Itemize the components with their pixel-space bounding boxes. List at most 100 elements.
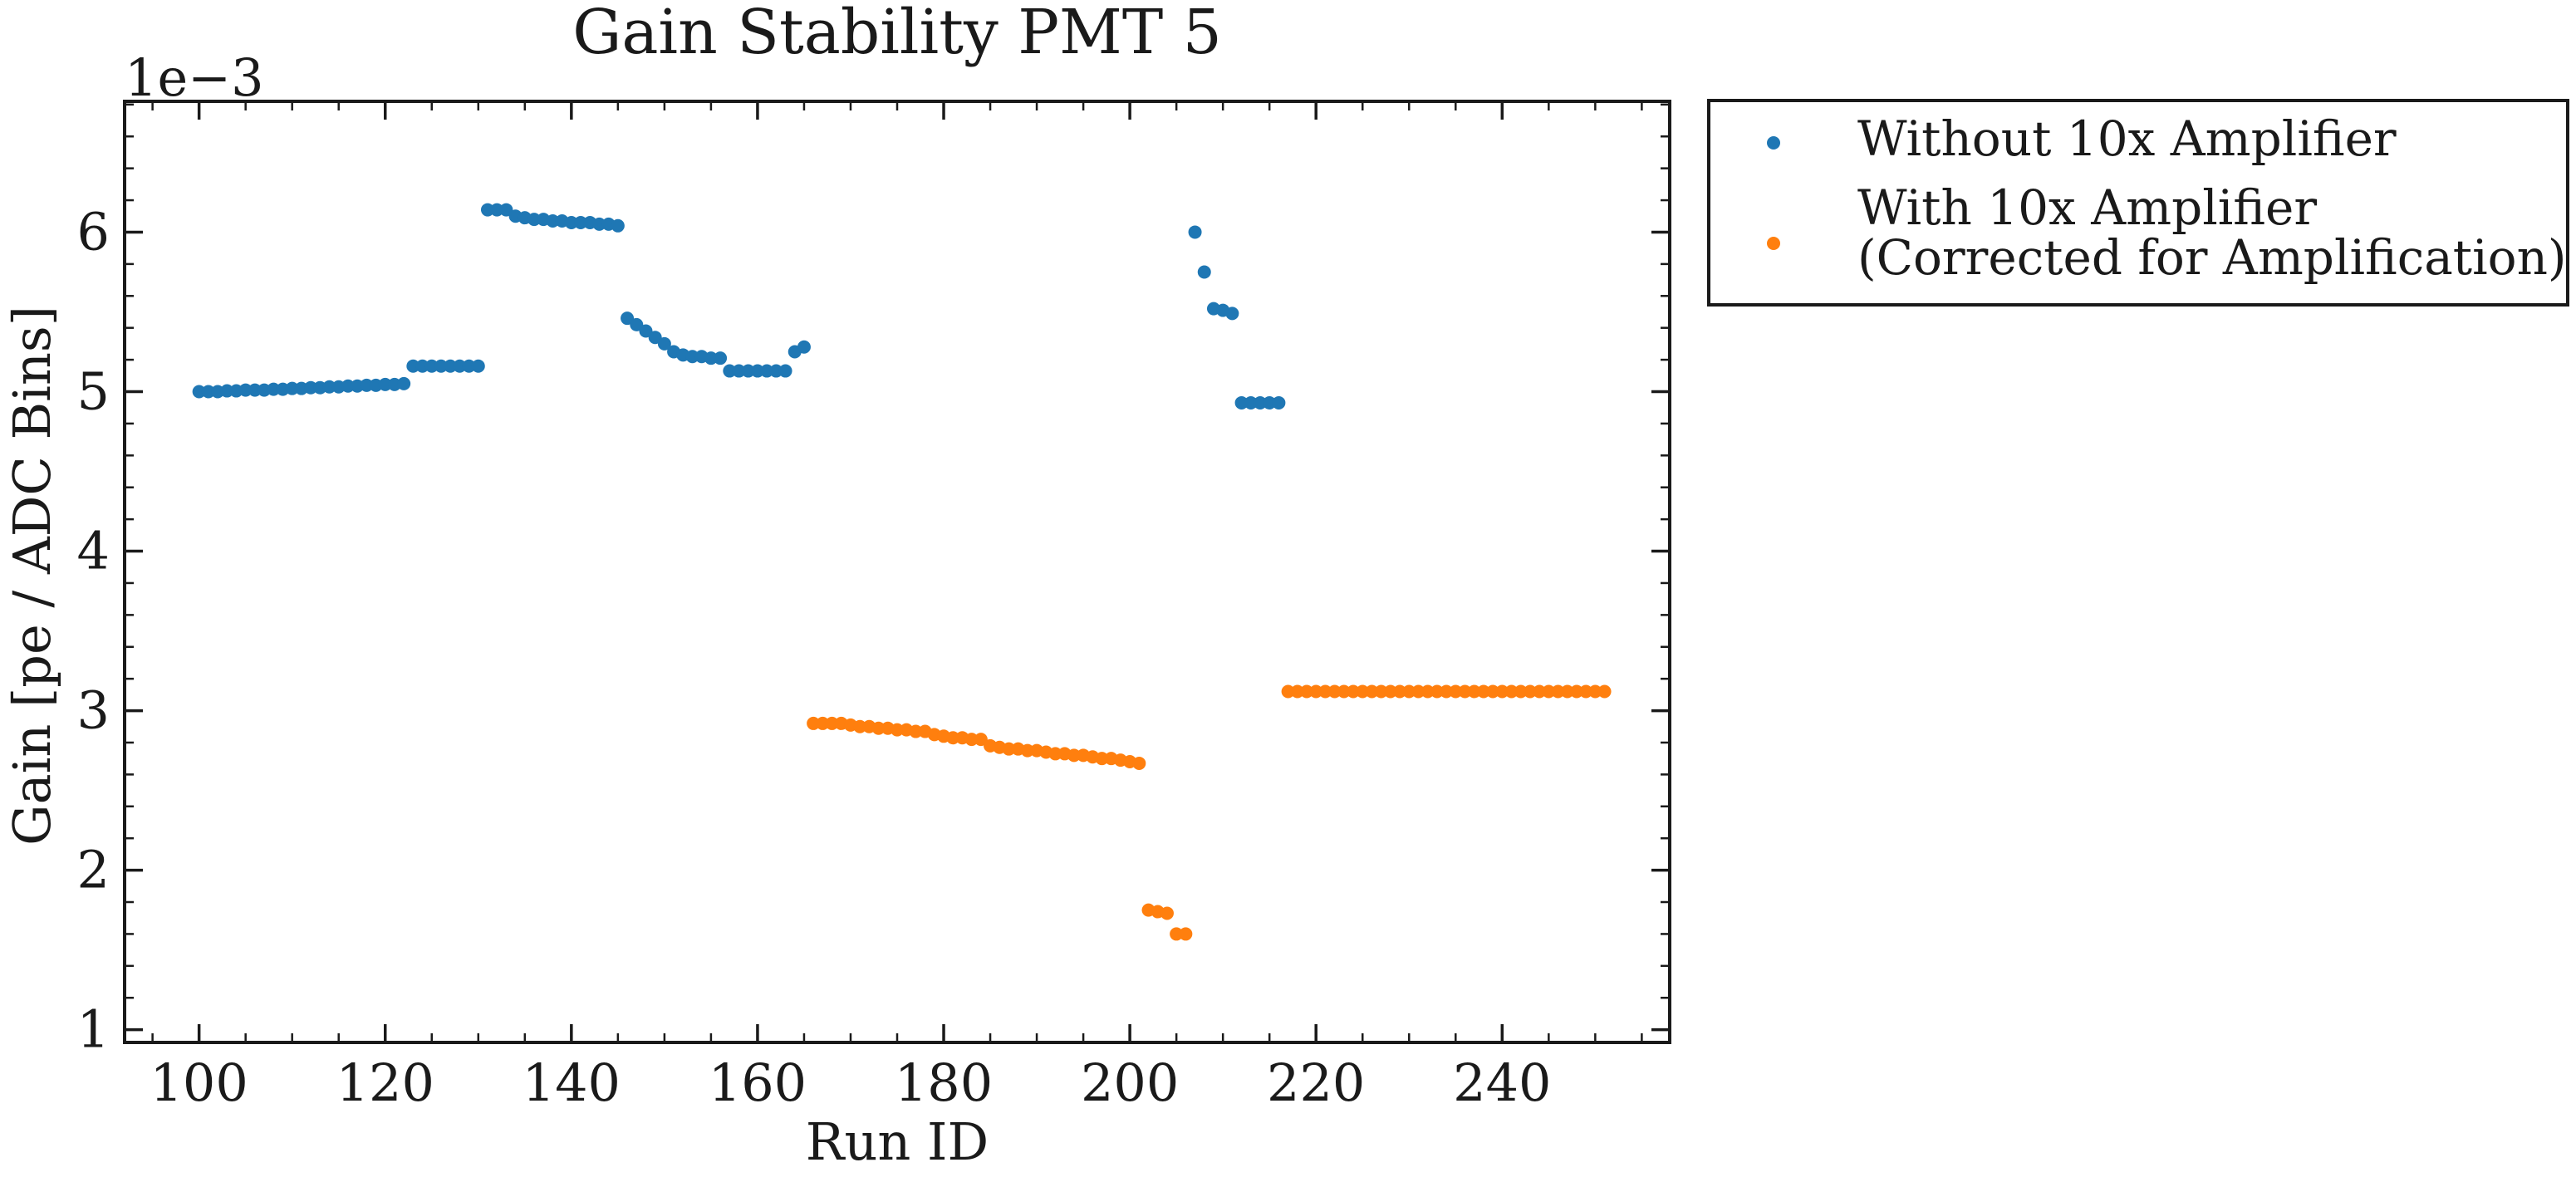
point-with-amplifier xyxy=(1430,684,1444,699)
point-with-amplifier xyxy=(1542,684,1556,699)
point-without-amplifier xyxy=(732,364,746,378)
point-with-amplifier xyxy=(964,733,979,747)
point-with-amplifier xyxy=(1048,747,1062,761)
x-tick-label: 220 xyxy=(1267,1052,1365,1113)
point-without-amplifier xyxy=(462,359,476,373)
point-with-amplifier xyxy=(1374,684,1388,699)
point-with-amplifier xyxy=(1504,684,1519,699)
point-with-amplifier xyxy=(1383,684,1397,699)
legend-label-with-amplifier: With 10x Amplifier (Corrected for Amplifi… xyxy=(1857,179,2567,286)
x-tick-label: 160 xyxy=(709,1052,807,1113)
legend: Without 10x Amplifier With 10x Amplifier… xyxy=(1707,99,2569,307)
point-with-amplifier xyxy=(1095,752,1109,766)
point-without-amplifier xyxy=(685,350,699,364)
point-without-amplifier xyxy=(769,364,783,378)
point-with-amplifier xyxy=(1281,684,1295,699)
point-without-amplifier xyxy=(220,384,234,398)
point-with-amplifier xyxy=(1327,684,1342,699)
point-with-amplifier xyxy=(1020,743,1034,758)
point-with-amplifier xyxy=(909,724,923,738)
point-without-amplifier xyxy=(574,215,588,229)
point-with-amplifier xyxy=(1588,684,1602,699)
point-with-amplifier xyxy=(1170,927,1184,941)
point-without-amplifier xyxy=(453,359,467,373)
y-axis-offset-label: 1e−3 xyxy=(125,47,264,108)
point-without-amplifier xyxy=(564,215,578,229)
chart-title: Gain Stability PMT 5 xyxy=(572,0,1222,68)
point-with-amplifier xyxy=(871,721,886,735)
point-without-amplifier xyxy=(1272,395,1286,410)
point-without-amplifier xyxy=(1225,307,1239,321)
point-with-amplifier xyxy=(1067,748,1081,763)
y-tick-label: 2 xyxy=(77,840,110,900)
point-with-amplifier xyxy=(1476,684,1490,699)
point-without-amplifier xyxy=(434,359,448,373)
point-with-amplifier xyxy=(1300,684,1314,699)
point-without-amplifier xyxy=(304,380,318,395)
point-with-amplifier xyxy=(807,716,821,730)
x-axis-label: Run ID xyxy=(806,1111,989,1172)
point-with-amplifier xyxy=(1337,684,1351,699)
point-without-amplifier xyxy=(723,364,737,378)
point-without-amplifier xyxy=(1188,225,1202,239)
point-with-amplifier xyxy=(1365,684,1379,699)
point-without-amplifier xyxy=(341,379,355,393)
point-without-amplifier xyxy=(750,364,764,378)
x-axis-ticks: 100 120 140 160 180 200 220 240 xyxy=(150,101,1643,1113)
point-with-amplifier xyxy=(1309,684,1323,699)
y-tick-label: 3 xyxy=(77,680,110,741)
point-with-amplifier xyxy=(853,719,867,733)
point-with-amplifier xyxy=(1290,684,1304,699)
y-axis-label: Gain [pe / ADC Bins] xyxy=(2,306,62,846)
point-with-amplifier xyxy=(1356,684,1370,699)
point-without-amplifier xyxy=(201,385,215,399)
point-with-amplifier xyxy=(1440,684,1454,699)
point-without-amplifier xyxy=(639,324,653,338)
x-tick-label: 120 xyxy=(336,1052,434,1113)
y-tick-label: 4 xyxy=(77,521,110,581)
point-with-amplifier xyxy=(1160,906,1174,920)
point-without-amplifier xyxy=(1263,395,1277,410)
point-with-amplifier xyxy=(1347,684,1361,699)
x-tick-label: 240 xyxy=(1453,1052,1551,1113)
point-without-amplifier xyxy=(621,311,635,326)
point-without-amplifier xyxy=(471,359,485,373)
point-without-amplifier xyxy=(1244,395,1258,410)
point-without-amplifier xyxy=(480,203,494,217)
point-with-amplifier xyxy=(1179,927,1193,941)
point-with-amplifier xyxy=(825,716,839,730)
point-without-amplifier xyxy=(499,203,513,217)
point-without-amplifier xyxy=(1253,395,1267,410)
point-without-amplifier xyxy=(397,376,411,390)
y-tick-label: 6 xyxy=(77,201,110,262)
point-without-amplifier xyxy=(1234,395,1249,410)
point-without-amplifier xyxy=(406,359,420,373)
legend-frame xyxy=(1707,99,2569,307)
legend-marker-with-amplifier xyxy=(1767,237,1780,250)
point-with-amplifier xyxy=(1514,684,1528,699)
point-without-amplifier xyxy=(778,364,792,378)
x-tick-label: 140 xyxy=(523,1052,621,1113)
legend-marker-without-amplifier xyxy=(1767,136,1780,150)
point-without-amplifier xyxy=(1197,265,1211,279)
point-with-amplifier xyxy=(1393,684,1407,699)
point-without-amplifier xyxy=(248,383,262,397)
point-without-amplifier xyxy=(611,218,625,233)
plot-frame xyxy=(123,100,1671,1044)
legend-label-without-amplifier: Without 10x Amplifier xyxy=(1857,110,2397,167)
point-with-amplifier xyxy=(816,716,830,730)
point-without-amplifier xyxy=(797,340,811,354)
point-without-amplifier xyxy=(360,378,374,392)
point-without-amplifier xyxy=(704,351,718,365)
point-without-amplifier xyxy=(415,359,429,373)
point-without-amplifier xyxy=(657,336,671,351)
point-with-amplifier xyxy=(1002,742,1016,756)
point-without-amplifier xyxy=(490,203,504,217)
point-without-amplifier xyxy=(285,381,299,395)
point-without-amplifier xyxy=(630,317,644,331)
point-without-amplifier xyxy=(444,359,458,373)
point-with-amplifier xyxy=(1411,684,1425,699)
point-with-amplifier xyxy=(1579,684,1593,699)
point-without-amplifier xyxy=(648,331,662,345)
